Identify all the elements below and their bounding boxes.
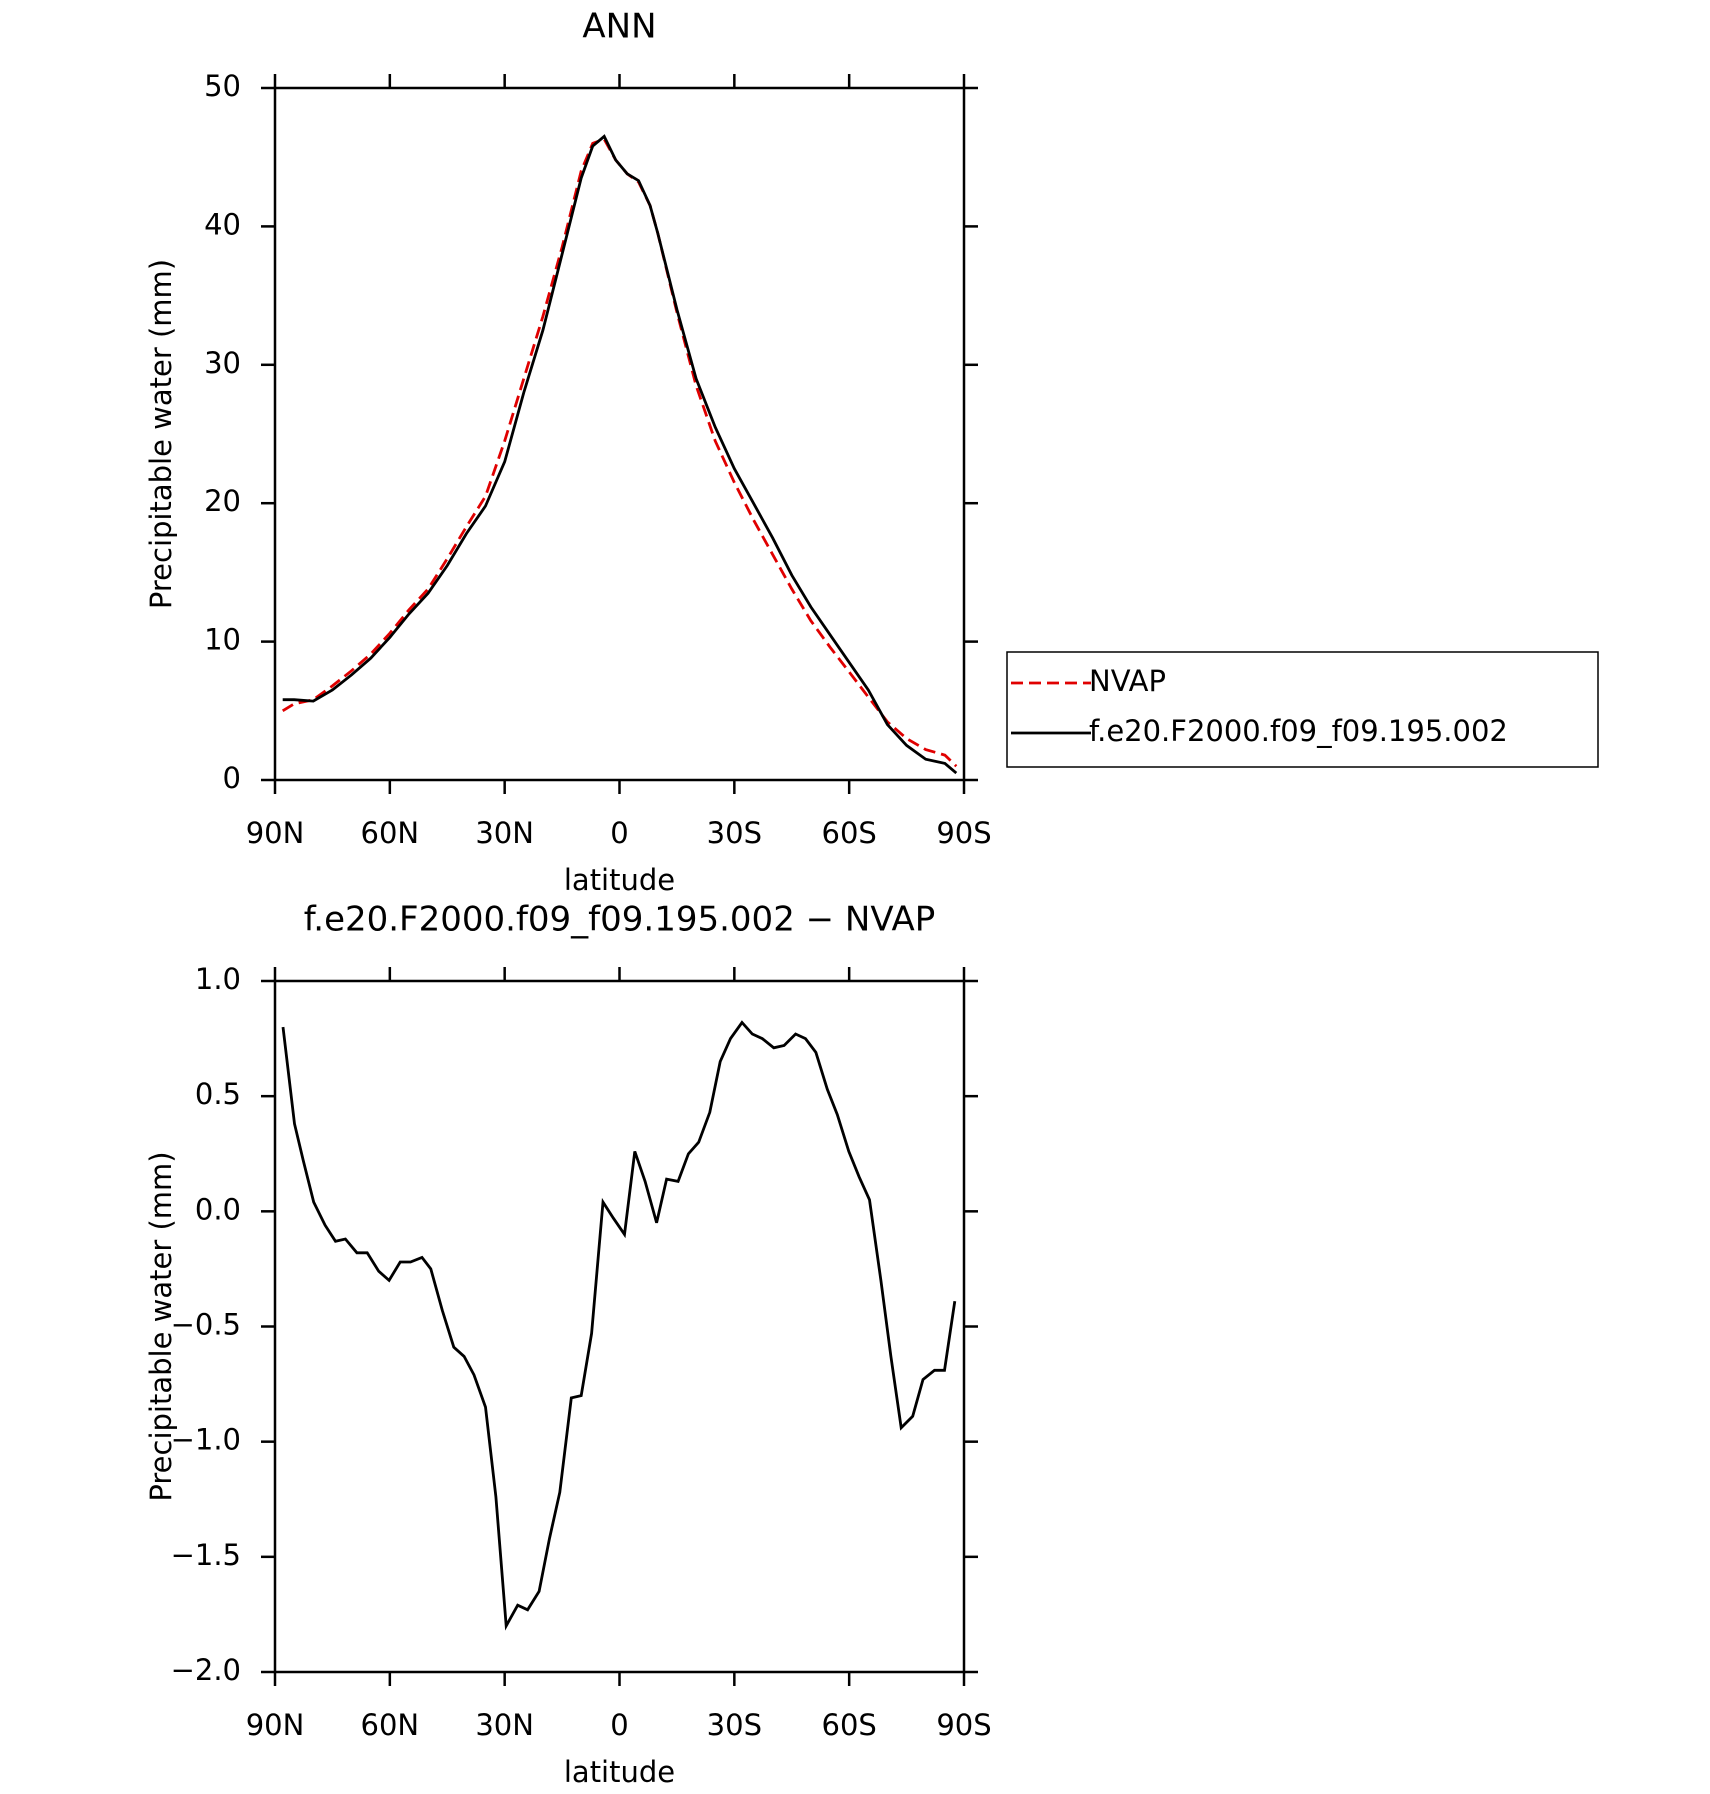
y-tick-label: −2.0: [171, 1653, 241, 1687]
x-tick-label: 30N: [475, 816, 534, 850]
x-tick-label: 0: [610, 1708, 628, 1742]
y-tick-label: 40: [204, 207, 241, 241]
plot-frame: [273, 86, 966, 782]
y-tick-label: 20: [204, 484, 241, 518]
y-tick-label: −1.0: [171, 1423, 241, 1457]
y-axis-title: Precipitable water (mm): [144, 1151, 178, 1501]
legend-box: [1006, 651, 1599, 768]
x-axis-title: latitude: [564, 1755, 675, 1789]
data-line: [281, 137, 958, 768]
x-tick-label: 90S: [936, 816, 991, 850]
y-tick-label: 10: [204, 623, 241, 657]
x-tick-label: 30N: [475, 1708, 534, 1742]
chart-title: f.e20.F2000.f09_f09.195.002 − NVAP: [304, 900, 935, 940]
y-tick-label: 0.5: [195, 1077, 241, 1111]
chart-title: ANN: [582, 7, 656, 47]
y-tick-label: −0.5: [171, 1308, 241, 1342]
data-line: [282, 134, 958, 775]
x-tick-label: 90S: [936, 1708, 991, 1742]
x-tick-label: 60S: [822, 1708, 877, 1742]
y-tick-label: 0.0: [195, 1192, 241, 1226]
x-tick-label: 90N: [246, 1708, 305, 1742]
y-axis-title: Precipitable water (mm): [144, 259, 178, 609]
x-tick-label: 90N: [246, 816, 305, 850]
x-tick-label: 0: [610, 816, 628, 850]
plot-frame: [273, 979, 966, 1674]
y-tick-label: −1.5: [171, 1538, 241, 1572]
legend-label: NVAP: [1089, 664, 1166, 698]
x-tick-label: 60S: [822, 816, 877, 850]
x-axis-title: latitude: [564, 863, 675, 897]
legend-label: f.e20.F2000.f09_f09.195.002: [1089, 714, 1508, 748]
y-tick-label: 50: [204, 69, 241, 103]
y-tick-label: 0: [223, 761, 241, 795]
x-tick-label: 60N: [361, 816, 420, 850]
x-tick-label: 30S: [707, 816, 762, 850]
x-tick-label: 60N: [361, 1708, 420, 1742]
x-tick-label: 30S: [707, 1708, 762, 1742]
y-tick-label: 1.0: [195, 962, 241, 996]
data-line: [281, 1020, 957, 1631]
y-tick-label: 30: [204, 346, 241, 380]
